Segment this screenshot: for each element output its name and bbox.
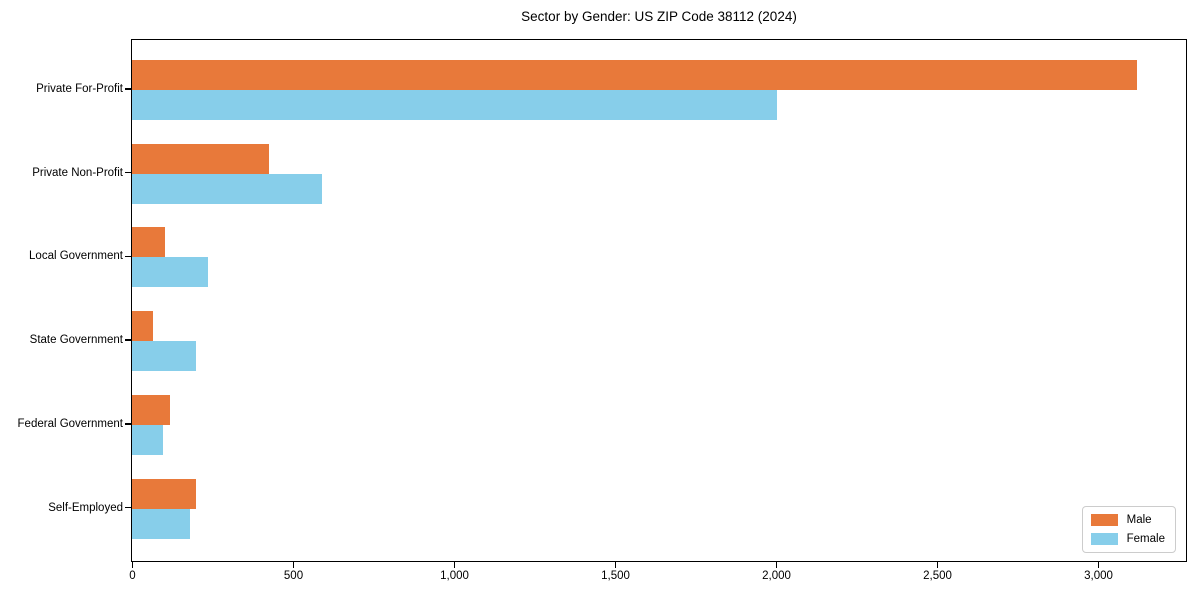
bar-female-state-government xyxy=(132,341,196,372)
y-tick-mark-private-for-profit xyxy=(125,88,131,90)
x-tick-mark-1,000 xyxy=(453,562,456,568)
plot-area: Male Female xyxy=(131,39,1187,562)
x-tick-mark-0 xyxy=(131,562,134,568)
y-tick-mark-private-non-profit xyxy=(125,171,131,174)
y-tick-label-local-government: Local Government xyxy=(29,250,123,263)
chart-title: Sector by Gender: US ZIP Code 38112 (202… xyxy=(521,9,797,24)
x-tick-mark-500 xyxy=(292,562,295,568)
y-tick-label-self-employed: Self-Employed xyxy=(48,501,123,514)
bar-male-federal-government xyxy=(132,394,171,425)
bar-female-private-non-profit xyxy=(132,173,322,204)
y-tick-mark-state-government xyxy=(125,339,131,341)
y-tick-label-private-non-profit: Private Non-Profit xyxy=(32,166,123,179)
x-tick-label-3,000: 3,000 xyxy=(1084,570,1113,582)
x-tick-label-500: 500 xyxy=(283,570,304,582)
y-tick-label-private-for-profit: Private For-Profit xyxy=(36,83,123,95)
legend-item-female: Female xyxy=(1090,533,1165,545)
x-tick-mark-3,000 xyxy=(1097,562,1100,568)
bar-female-local-government xyxy=(132,257,208,288)
legend-swatch-female-icon xyxy=(1090,533,1118,545)
bar-male-private-for-profit xyxy=(132,60,1137,90)
bar-female-federal-government xyxy=(132,424,164,455)
x-tick-label-2,000: 2,000 xyxy=(762,570,791,582)
x-tick-label-0: 0 xyxy=(129,570,136,582)
bar-male-state-government xyxy=(132,311,154,342)
y-tick-label-state-government: State Government xyxy=(29,334,123,347)
bar-female-private-for-profit xyxy=(132,90,777,120)
legend-swatch-male-icon xyxy=(1090,514,1118,526)
x-tick-label-2,500: 2,500 xyxy=(923,570,952,582)
x-tick-label-1,500: 1,500 xyxy=(601,570,630,582)
y-tick-mark-federal-government xyxy=(125,423,131,425)
bar-male-self-employed xyxy=(132,478,197,509)
y-tick-mark-self-employed xyxy=(125,506,131,509)
x-tick-mark-1,500 xyxy=(614,562,617,568)
x-tick-mark-2,500 xyxy=(936,562,939,568)
bar-male-private-non-profit xyxy=(132,143,269,174)
legend: Male Female xyxy=(1081,506,1176,553)
bar-male-local-government xyxy=(132,227,165,258)
y-tick-label-federal-government: Federal Government xyxy=(17,417,123,430)
legend-item-male: Male xyxy=(1090,514,1165,526)
legend-label-male: Male xyxy=(1126,514,1152,526)
x-tick-label-1,000: 1,000 xyxy=(440,570,469,582)
bar-female-self-employed xyxy=(132,508,191,539)
legend-label-female: Female xyxy=(1126,533,1165,545)
x-tick-mark-2,000 xyxy=(775,562,778,568)
y-tick-mark-local-government xyxy=(125,255,131,258)
